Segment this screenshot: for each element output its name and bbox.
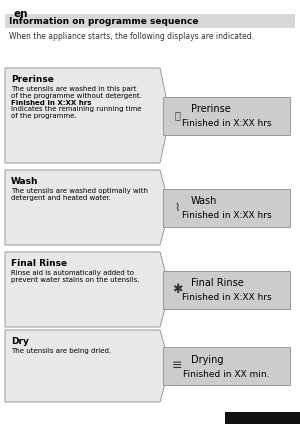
Text: of the programme without detergent.: of the programme without detergent. [11,93,142,99]
Text: Indicates the remaining running time: Indicates the remaining running time [11,106,142,112]
Text: When the appliance starts, the following displays are indicated.: When the appliance starts, the following… [9,32,254,41]
Bar [163,347,290,385]
Text: Wash: Wash [191,196,218,206]
Text: Dry: Dry [11,337,29,346]
Text: detergent and heated water.: detergent and heated water. [11,195,111,201]
Text: Finished in XX min.: Finished in XX min. [183,370,270,379]
Bar [163,189,290,226]
Text: Finished in X:XX hrs: Finished in X:XX hrs [182,120,271,128]
Text: ≡: ≡ [172,360,182,373]
Text: Wash: Wash [11,177,38,186]
Bar [5,14,295,28]
Text: Prerinse: Prerinse [191,104,231,114]
Text: prevent water stains on the utensils.: prevent water stains on the utensils. [11,277,140,283]
Text: Prerinse: Prerinse [11,75,54,84]
Text: Drying: Drying [191,354,224,365]
Polygon shape [5,330,170,402]
Text: The utensils are washed optimally with: The utensils are washed optimally with [11,188,148,194]
Polygon shape [5,170,170,245]
Bar [163,271,290,309]
Text: Rinse aid is automatically added to: Rinse aid is automatically added to [11,270,134,276]
Bar [225,412,300,424]
Bar [163,97,290,134]
Polygon shape [5,68,170,163]
Text: of the programme.: of the programme. [11,113,76,119]
Text: ⛆: ⛆ [174,111,180,120]
Text: ✱: ✱ [172,283,182,296]
Text: Finished in X:XX hrs: Finished in X:XX hrs [182,211,271,220]
Text: The utensils are washed in this part: The utensils are washed in this part [11,86,136,92]
Text: Finished in X:XX hrs: Finished in X:XX hrs [11,100,92,106]
Text: Final Rinse: Final Rinse [191,278,244,288]
Text: en: en [14,9,28,19]
Text: ⌇: ⌇ [174,203,180,212]
Text: Information on programme sequence: Information on programme sequence [9,17,199,25]
Text: Finished in X:XX hrs: Finished in X:XX hrs [182,293,271,302]
Text: Final Rinse: Final Rinse [11,259,67,268]
Polygon shape [5,252,170,327]
Text: The utensils are being dried.: The utensils are being dried. [11,348,111,354]
